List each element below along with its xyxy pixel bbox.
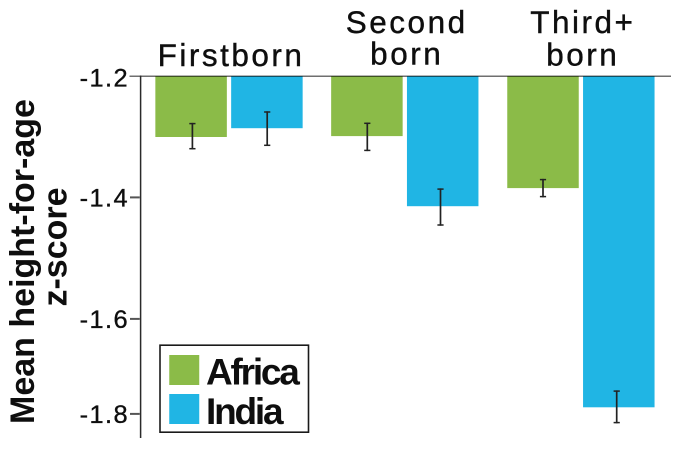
svg-text:born: born <box>370 36 443 72</box>
svg-text:Africa: Africa <box>206 352 300 393</box>
svg-text:Second: Second <box>346 4 468 40</box>
svg-text:-1.2: -1.2 <box>80 65 129 93</box>
svg-text:India: India <box>206 391 284 432</box>
svg-text:Firstborn: Firstborn <box>158 37 305 73</box>
svg-text:-1.6: -1.6 <box>80 306 129 334</box>
svg-text:Mean height-for-age: Mean height-for-age <box>4 99 42 424</box>
svg-text:-1.4: -1.4 <box>80 185 129 213</box>
svg-text:born: born <box>546 36 619 72</box>
svg-text:Third+: Third+ <box>530 4 635 40</box>
svg-text:-1.8: -1.8 <box>80 401 129 429</box>
svg-text:z-score: z-score <box>37 187 75 306</box>
